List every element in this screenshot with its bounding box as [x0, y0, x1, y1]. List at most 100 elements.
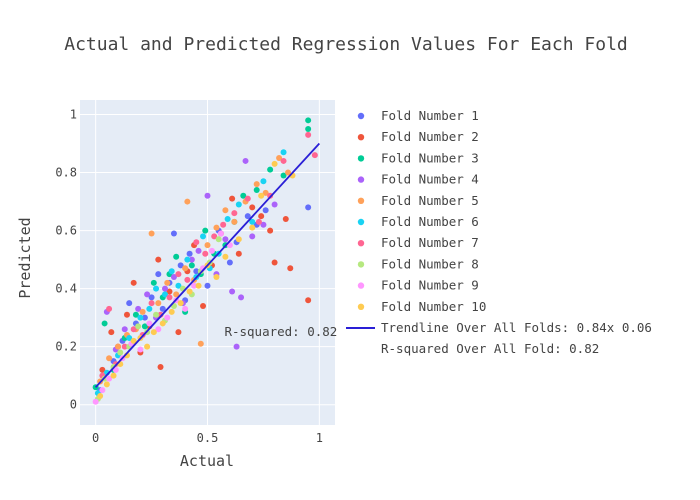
data-point: [262, 207, 269, 214]
data-point: [271, 201, 278, 208]
data-point: [222, 253, 229, 260]
data-point: [170, 274, 177, 281]
data-point: [262, 189, 269, 196]
data-point: [211, 233, 218, 240]
data-point: [235, 236, 242, 243]
legend-item-fold-8[interactable]: Fold Number 8: [357, 256, 479, 271]
legend-label: Fold Number 1: [381, 108, 479, 123]
data-point: [106, 355, 113, 362]
legend-label: Fold Number 4: [381, 172, 479, 187]
data-point: [150, 279, 157, 286]
legend-label: Trendline Over All Folds: 0.84x 0.06: [381, 320, 652, 335]
data-point: [141, 323, 148, 330]
legend-item-fold-10[interactable]: Fold Number 10: [357, 299, 487, 314]
legend-marker: [357, 218, 365, 226]
data-point: [188, 256, 195, 263]
data-point: [177, 300, 184, 307]
data-point: [101, 320, 108, 327]
legend-item-fold-3[interactable]: Fold Number 3: [357, 150, 479, 165]
data-point: [130, 337, 137, 344]
data-point: [260, 178, 267, 185]
data-point: [238, 294, 245, 301]
data-point: [195, 282, 202, 289]
data-point: [121, 343, 128, 350]
data-point: [108, 329, 115, 336]
data-point: [202, 250, 209, 257]
data-point: [157, 363, 164, 370]
data-point: [162, 291, 168, 298]
data-point: [249, 233, 256, 240]
data-point: [229, 288, 236, 295]
data-point: [226, 259, 233, 266]
data-point: [117, 349, 124, 356]
data-point: [305, 204, 312, 211]
legend-label: Fold Number 10: [381, 299, 486, 314]
legend-label: Fold Number 8: [381, 256, 479, 271]
legend-item-fold-6[interactable]: Fold Number 6: [357, 214, 479, 229]
legend-item-trendline[interactable]: Trendline Over All Folds: 0.84x 0.06: [346, 320, 652, 335]
data-point: [204, 192, 211, 199]
data-point: [208, 247, 215, 254]
data-point: [305, 297, 312, 304]
data-point: [175, 271, 182, 278]
data-point: [267, 227, 274, 234]
data-point: [276, 155, 283, 162]
data-point: [280, 157, 287, 164]
data-point: [184, 276, 191, 283]
legend-label: Fold Number 9: [381, 278, 479, 293]
data-point: [135, 323, 142, 330]
x-tick-label: 0.5: [197, 431, 219, 445]
data-point: [164, 314, 171, 321]
legend-item-fold-5[interactable]: Fold Number 5: [357, 193, 479, 208]
data-point: [106, 305, 113, 312]
legend-item-fold-7[interactable]: Fold Number 7: [357, 235, 479, 250]
data-point: [150, 329, 157, 336]
x-axis-title: Actual: [180, 452, 234, 470]
data-point: [155, 271, 162, 278]
data-point: [204, 282, 211, 289]
data-point: [166, 288, 173, 295]
data-point: [175, 329, 182, 336]
data-point: [249, 224, 256, 231]
data-point: [255, 218, 262, 225]
data-point: [222, 207, 229, 214]
data-point: [200, 303, 207, 310]
y-axis-title: Predicted: [16, 217, 34, 298]
data-point: [215, 236, 222, 243]
data-point: [197, 340, 204, 347]
data-point: [173, 253, 180, 260]
data-point: [260, 221, 267, 228]
data-point: [148, 294, 155, 301]
data-point: [220, 221, 227, 228]
data-point: [155, 300, 162, 307]
legend-item-fold-2[interactable]: Fold Number 2: [357, 129, 479, 144]
data-point: [184, 256, 191, 263]
data-point: [305, 117, 312, 124]
data-point: [213, 224, 220, 231]
data-point: [155, 256, 162, 263]
data-point: [200, 233, 207, 240]
data-point: [186, 288, 193, 295]
data-point: [168, 308, 175, 315]
data-point: [280, 149, 287, 156]
data-point: [282, 215, 289, 222]
y-tick-label: 0.6: [55, 224, 77, 238]
data-point: [287, 265, 294, 272]
data-point: [126, 334, 133, 341]
data-point: [193, 268, 200, 275]
data-point: [159, 320, 166, 327]
data-point: [126, 300, 133, 307]
data-point: [222, 236, 229, 243]
legend-item-fold-9[interactable]: Fold Number 9: [357, 278, 479, 293]
data-point: [285, 169, 292, 176]
legend-marker: [357, 112, 365, 120]
x-tick-label: 1: [316, 431, 323, 445]
data-point: [224, 215, 231, 222]
data-point: [280, 172, 287, 179]
data-point: [148, 300, 155, 307]
data-point: [130, 279, 137, 286]
legend-item-fold-4[interactable]: Fold Number 4: [357, 172, 479, 187]
data-point: [242, 157, 249, 164]
legend-item-fold-1[interactable]: Fold Number 1: [357, 108, 479, 123]
